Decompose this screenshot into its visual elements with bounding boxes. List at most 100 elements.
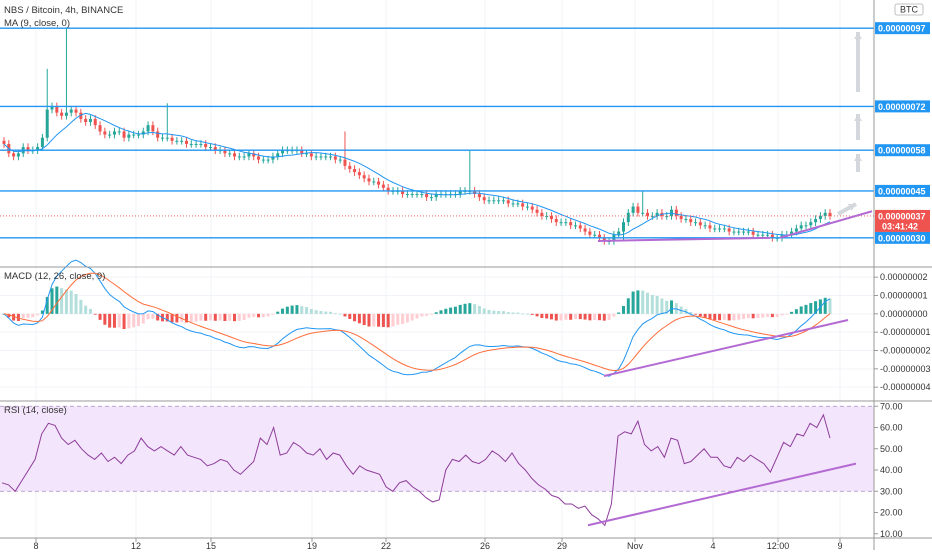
candle[interactable]: [194, 140, 198, 148]
macd-histogram-bar[interactable]: [386, 313, 390, 328]
candle[interactable]: [79, 108, 83, 123]
candle[interactable]: [372, 177, 376, 186]
macd-histogram-bar[interactable]: [117, 313, 121, 328]
macd-histogram-bar[interactable]: [646, 292, 650, 314]
macd-histogram-bar[interactable]: [266, 313, 270, 317]
macd-histogram-bar[interactable]: [583, 313, 587, 320]
candle[interactable]: [641, 190, 645, 217]
candle[interactable]: [751, 227, 755, 239]
macd-histogram-bar[interactable]: [367, 313, 371, 327]
candle[interactable]: [698, 218, 702, 230]
macd-histogram-bar[interactable]: [722, 313, 726, 320]
macd-histogram-bar[interactable]: [170, 313, 174, 323]
candle[interactable]: [554, 215, 558, 226]
signal-line[interactable]: [3, 272, 831, 372]
macd-histogram-bar[interactable]: [521, 313, 525, 315]
macd-histogram-bar[interactable]: [823, 297, 827, 314]
candle[interactable]: [247, 149, 251, 161]
macd-histogram-bar[interactable]: [175, 313, 179, 323]
candle[interactable]: [401, 187, 405, 198]
macd-histogram-bar[interactable]: [766, 313, 770, 317]
candle[interactable]: [242, 152, 246, 161]
candle[interactable]: [646, 209, 650, 220]
candle[interactable]: [64, 28, 68, 120]
macd-histogram-bar[interactable]: [559, 313, 563, 321]
macd-histogram-bar[interactable]: [338, 313, 342, 315]
macd-histogram-bar[interactable]: [670, 300, 674, 314]
candle[interactable]: [530, 202, 534, 214]
macd-histogram-bar[interactable]: [40, 310, 44, 314]
candle[interactable]: [112, 127, 116, 139]
macd-histogram-bar[interactable]: [141, 313, 145, 324]
macd-histogram-bar[interactable]: [718, 313, 722, 321]
candle[interactable]: [583, 224, 587, 236]
macd-histogram-bar[interactable]: [516, 312, 520, 314]
macd-histogram-bar[interactable]: [184, 313, 188, 323]
macd-histogram-bar[interactable]: [458, 304, 462, 314]
macd-histogram-bar[interactable]: [473, 304, 477, 314]
macd-histogram-bar[interactable]: [156, 313, 160, 321]
candle[interactable]: [626, 209, 630, 226]
macd-histogram-bar[interactable]: [122, 313, 126, 330]
macd-histogram-bar[interactable]: [353, 313, 357, 322]
candle[interactable]: [45, 68, 49, 142]
candle[interactable]: [823, 209, 827, 220]
candle[interactable]: [674, 205, 678, 220]
candle[interactable]: [425, 190, 429, 201]
candle[interactable]: [74, 105, 78, 117]
rsi-trend-line[interactable]: [587, 462, 857, 527]
macd-histogram-bar[interactable]: [660, 298, 664, 314]
macd-histogram-bar[interactable]: [530, 313, 534, 315]
macd-histogram-bar[interactable]: [136, 313, 140, 327]
macd-histogram-bar[interactable]: [343, 313, 347, 317]
macd-histogram-bar[interactable]: [487, 309, 491, 314]
candle[interactable]: [588, 227, 592, 239]
candle[interactable]: [718, 224, 722, 233]
macd-histogram-bar[interactable]: [199, 313, 203, 321]
candle[interactable]: [103, 127, 107, 139]
macd-histogram-bar[interactable]: [401, 313, 405, 324]
candle[interactable]: [597, 230, 601, 242]
macd-histogram-bar[interactable]: [271, 313, 275, 315]
macd-pane[interactable]: [2, 259, 849, 377]
candle[interactable]: [799, 221, 803, 233]
macd-histogram-bar[interactable]: [732, 313, 736, 321]
macd-histogram-bar[interactable]: [689, 312, 693, 314]
candle[interactable]: [271, 152, 275, 164]
candle[interactable]: [703, 221, 707, 230]
macd-histogram-bar[interactable]: [12, 313, 16, 321]
macd-histogram-bar[interactable]: [98, 313, 102, 320]
macd-histogram-bar[interactable]: [626, 298, 630, 314]
macd-histogram-bar[interactable]: [713, 313, 717, 321]
macd-histogram-bar[interactable]: [698, 313, 702, 317]
macd-histogram-bar[interactable]: [482, 308, 486, 314]
candle[interactable]: [189, 140, 193, 148]
macd-histogram-bar[interactable]: [444, 308, 448, 314]
candle[interactable]: [559, 218, 563, 226]
macd-histogram-bar[interactable]: [372, 313, 376, 327]
candle[interactable]: [525, 202, 529, 211]
macd-histogram-bar[interactable]: [694, 313, 698, 315]
macd-histogram-bar[interactable]: [223, 313, 227, 321]
candle[interactable]: [319, 152, 323, 161]
candle[interactable]: [309, 149, 313, 161]
candle[interactable]: [156, 127, 160, 142]
macd-histogram-bar[interactable]: [636, 290, 640, 314]
macd-histogram-bar[interactable]: [64, 289, 68, 314]
candle[interactable]: [458, 187, 462, 198]
macd-histogram-bar[interactable]: [333, 313, 337, 314]
macd-histogram-bar[interactable]: [324, 311, 328, 314]
candle[interactable]: [708, 221, 712, 233]
candle[interactable]: [117, 127, 121, 136]
macd-histogram-bar[interactable]: [84, 305, 88, 314]
candle[interactable]: [165, 103, 169, 142]
macd-histogram-bar[interactable]: [588, 313, 592, 321]
macd-histogram-bar[interactable]: [228, 313, 232, 321]
macd-histogram-bar[interactable]: [809, 303, 813, 314]
macd-histogram-bar[interactable]: [295, 305, 299, 314]
candle[interactable]: [348, 162, 352, 173]
candle[interactable]: [338, 155, 342, 164]
candle[interactable]: [814, 215, 818, 226]
candle[interactable]: [170, 133, 174, 145]
candle[interactable]: [492, 196, 496, 205]
